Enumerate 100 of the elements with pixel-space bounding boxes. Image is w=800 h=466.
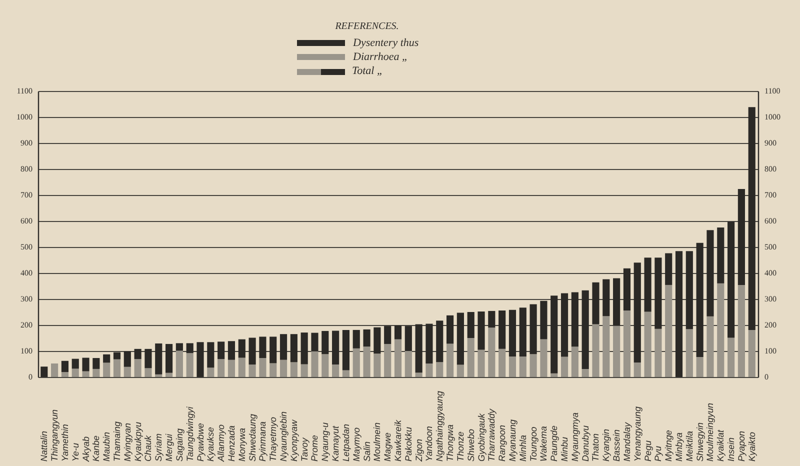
y2-tick-label: 400 xyxy=(764,268,776,278)
bar xyxy=(654,328,662,377)
bar xyxy=(738,189,745,285)
bar xyxy=(696,356,704,377)
bar xyxy=(176,350,183,377)
x-tick-label: Wakema xyxy=(538,426,549,462)
bar xyxy=(270,363,277,377)
bar xyxy=(613,326,620,377)
x-tick-label: Yenangyaung xyxy=(632,406,642,462)
x-tick-label: Pegu xyxy=(642,440,653,462)
bar xyxy=(270,336,277,364)
x-tick-label: Kyaiklat xyxy=(716,429,726,462)
bar xyxy=(592,324,600,377)
x-tick-label: Thingangyun xyxy=(50,409,60,462)
bar xyxy=(165,344,173,373)
bar xyxy=(374,354,381,377)
y-tick-label: 0 xyxy=(28,372,32,382)
y-tick-label: 400 xyxy=(20,268,32,278)
bar xyxy=(394,339,402,377)
bar xyxy=(738,284,745,377)
bar xyxy=(498,310,506,349)
bar xyxy=(300,332,308,364)
x-tick-label: Tharrawaddy xyxy=(486,408,497,462)
bar xyxy=(498,348,506,377)
x-tick-label: Akyab xyxy=(80,436,91,462)
bar xyxy=(311,351,318,377)
bar xyxy=(218,359,225,377)
bar xyxy=(519,308,526,356)
y2-tick-label: 600 xyxy=(764,216,776,226)
bar xyxy=(228,360,236,377)
bar xyxy=(488,310,496,328)
bar xyxy=(248,338,256,365)
bar xyxy=(144,368,152,377)
x-tick-label: Taungdwingyi xyxy=(184,406,195,462)
bar xyxy=(176,343,183,351)
bar xyxy=(155,343,162,374)
bar xyxy=(728,338,735,377)
y-tick-label: 700 xyxy=(20,190,32,200)
bar xyxy=(72,358,79,369)
bar xyxy=(374,327,381,354)
bar xyxy=(404,326,412,351)
bar xyxy=(582,290,589,369)
x-tick-label: Thaton xyxy=(590,433,601,462)
bar xyxy=(592,282,600,324)
y-tick-label: 200 xyxy=(20,320,32,330)
bar xyxy=(415,372,422,377)
bar xyxy=(186,353,194,377)
x-tick-label: Moulmeingyun xyxy=(705,402,716,462)
x-tick-label: Chauk xyxy=(143,434,154,462)
x-tick-label: Henzada xyxy=(226,425,236,462)
y2-tick-label: 1000 xyxy=(764,112,780,122)
bar xyxy=(404,351,412,377)
x-tick-label: Myanaung xyxy=(507,419,518,462)
bar xyxy=(686,329,693,377)
y-tick-label: 900 xyxy=(20,138,32,148)
bar xyxy=(613,278,620,326)
x-tick-label: Mergui xyxy=(164,432,174,462)
bar xyxy=(103,362,110,377)
x-tick-label: Minhla xyxy=(518,434,528,462)
bar xyxy=(623,268,631,310)
x-tick-label: Nyaunglebin xyxy=(278,411,289,462)
y2-tick-label: 1100 xyxy=(764,86,780,96)
bar xyxy=(311,332,318,352)
bar xyxy=(186,343,194,354)
bar xyxy=(706,230,714,316)
bar xyxy=(113,352,121,360)
x-tick-label: Kyaikto xyxy=(746,432,757,462)
bar xyxy=(384,344,392,377)
bar xyxy=(436,362,444,377)
bar xyxy=(92,368,100,377)
bar xyxy=(228,341,236,360)
bar xyxy=(748,107,756,330)
y-tick-label: 500 xyxy=(20,242,32,252)
x-tick-label: Shwebo xyxy=(466,428,476,462)
x-tick-label: Monywa xyxy=(236,428,247,462)
x-tick-label: Ye-u xyxy=(70,442,80,462)
bar xyxy=(478,311,485,350)
bar xyxy=(560,293,568,357)
x-tick-label: Prome xyxy=(310,434,320,462)
bar xyxy=(675,251,683,377)
x-tick-label: Pyapon xyxy=(736,430,746,462)
x-tick-label: Pakokku xyxy=(403,426,414,462)
legend-title: REFERENCES. xyxy=(334,21,399,32)
bar xyxy=(665,253,672,285)
y2-tick-label: 100 xyxy=(764,346,776,356)
bar xyxy=(342,370,350,377)
x-tick-label: Mandalay xyxy=(622,422,632,462)
bar xyxy=(238,339,246,358)
x-tick-label: Shwedaung xyxy=(247,414,258,462)
bar xyxy=(238,358,246,377)
bar xyxy=(207,342,214,368)
x-tick-label: Pyawbwe xyxy=(195,422,206,462)
bar xyxy=(446,344,454,377)
bar xyxy=(259,336,266,358)
bar xyxy=(290,362,298,377)
bar xyxy=(61,360,68,372)
bar xyxy=(82,371,90,377)
bar xyxy=(322,330,329,354)
x-tick-label: Toungoo xyxy=(528,426,538,462)
x-tick-label: Kyonpyaw xyxy=(288,419,299,462)
